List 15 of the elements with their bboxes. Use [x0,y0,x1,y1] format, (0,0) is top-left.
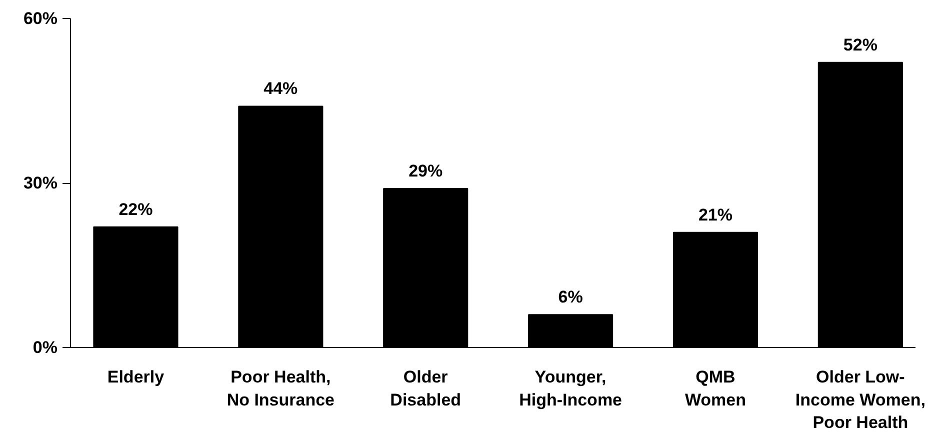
x-tick-label: Older Low- Income Women, Poor Health [795,368,926,432]
x-tick-label: QMB Women [684,368,746,410]
x-tick-label: Younger, High-Income [519,368,622,410]
x-tick-label: Older Disabled [390,368,462,410]
y-tick-label: 30% [23,174,58,192]
x-tick-label: Poor Health, No Insurance [226,368,335,410]
y-tick-label: 60% [23,9,58,28]
x-tick-label: Elderly [107,368,165,386]
y-tick-label: 0% [32,338,58,357]
data-label: 44% [264,79,298,98]
data-label: 29% [408,161,443,180]
data-label: 52% [843,35,878,54]
data-label: 6% [558,288,583,307]
data-label: 22% [118,200,153,219]
data-label: 21% [698,205,732,224]
